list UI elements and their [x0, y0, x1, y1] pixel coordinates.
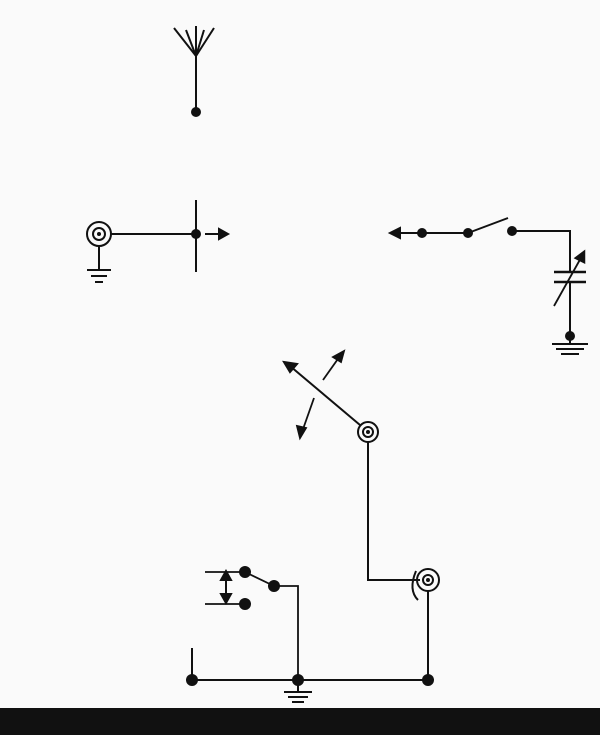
rotate-arrow-down-icon [295, 397, 315, 441]
toggle-contacts [239, 566, 280, 610]
arrow-left-icon [387, 226, 420, 240]
toggle-switch [205, 571, 299, 680]
radio-connector-icon [411, 568, 440, 601]
arrow-right-icon [205, 227, 231, 241]
whip-wire-b [512, 230, 571, 272]
double-arrow-icon [219, 568, 233, 606]
cap-ground-icon [552, 336, 588, 355]
antenna-icon [173, 26, 215, 57]
ground-icon [87, 269, 111, 283]
bus-dots [186, 674, 434, 686]
main-ground-icon [284, 680, 312, 703]
wiper-arm [282, 360, 361, 426]
switch-to-radio-wire [367, 442, 420, 581]
antenna-tuner-schematic [86, 26, 588, 703]
rotary-switch-icon [357, 421, 379, 443]
schematic-paper [0, 0, 600, 708]
rotate-arrow-up-icon [322, 349, 346, 381]
node-dot [191, 107, 201, 117]
switch-icon [467, 217, 509, 234]
antenna-connector-icon [86, 221, 112, 247]
